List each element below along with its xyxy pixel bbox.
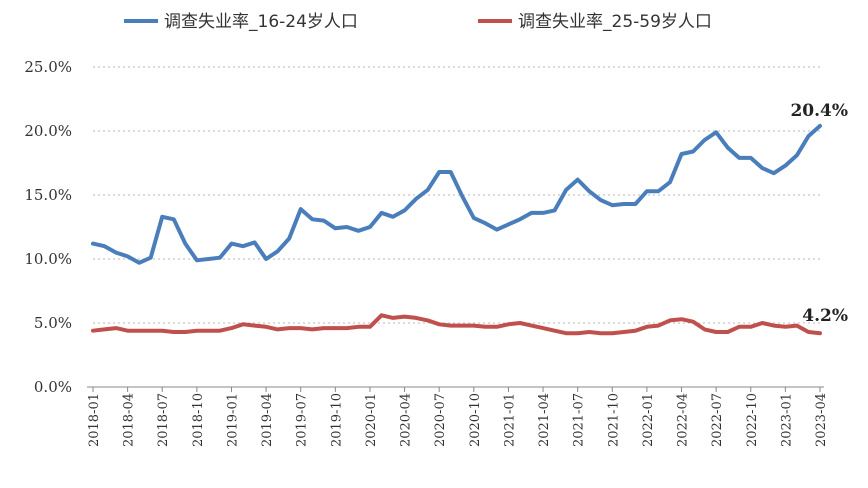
x-tick-label: 2019-10 [329,393,344,447]
x-tick-label: 2020-04 [399,393,414,447]
legend-label: 调查失业率_25-59岁人口 [518,12,712,32]
y-tick-label: 0.0% [34,378,72,396]
x-tick-label: 2020-10 [468,393,483,447]
x-tick-label: 2019-04 [260,393,275,447]
x-tick-label: 2022-01 [641,393,656,447]
x-tick-label: 2019-01 [225,393,240,447]
x-tick-label: 2020-07 [433,393,448,447]
x-tick-label: 2018-07 [156,393,171,447]
x-tick-label: 2022-04 [676,393,691,447]
x-tick-label: 2022-10 [745,393,760,447]
legend-label: 调查失业率_16-24岁人口 [164,12,358,32]
y-tick-label: 20.0% [24,122,72,140]
series-line-16-24 [91,123,822,265]
x-tick-label: 2018-01 [87,393,102,447]
end-data-label: 20.4% [790,101,848,121]
x-tick-label: 2022-07 [710,393,725,447]
y-tick-label: 10.0% [24,250,72,268]
x-tick-label: 2021-01 [502,393,517,447]
x-tick-label: 2023-04 [814,393,829,447]
x-tick-label: 2021-07 [572,393,587,447]
x-tick-label: 2021-10 [606,393,621,447]
series-line-25-59 [91,313,822,336]
y-tick-label: 15.0% [24,186,72,204]
x-tick-label: 2019-07 [295,393,310,447]
x-tick-label: 2020-01 [364,393,379,447]
x-tick-label: 2018-10 [191,393,206,447]
end-data-label: 4.2% [802,306,848,326]
y-tick-label: 25.0% [24,58,72,76]
x-tick-label: 2021-04 [537,393,552,447]
x-tick-label: 2018-04 [122,393,137,447]
y-tick-label: 5.0% [34,314,72,332]
x-tick-label: 2023-01 [779,393,794,447]
